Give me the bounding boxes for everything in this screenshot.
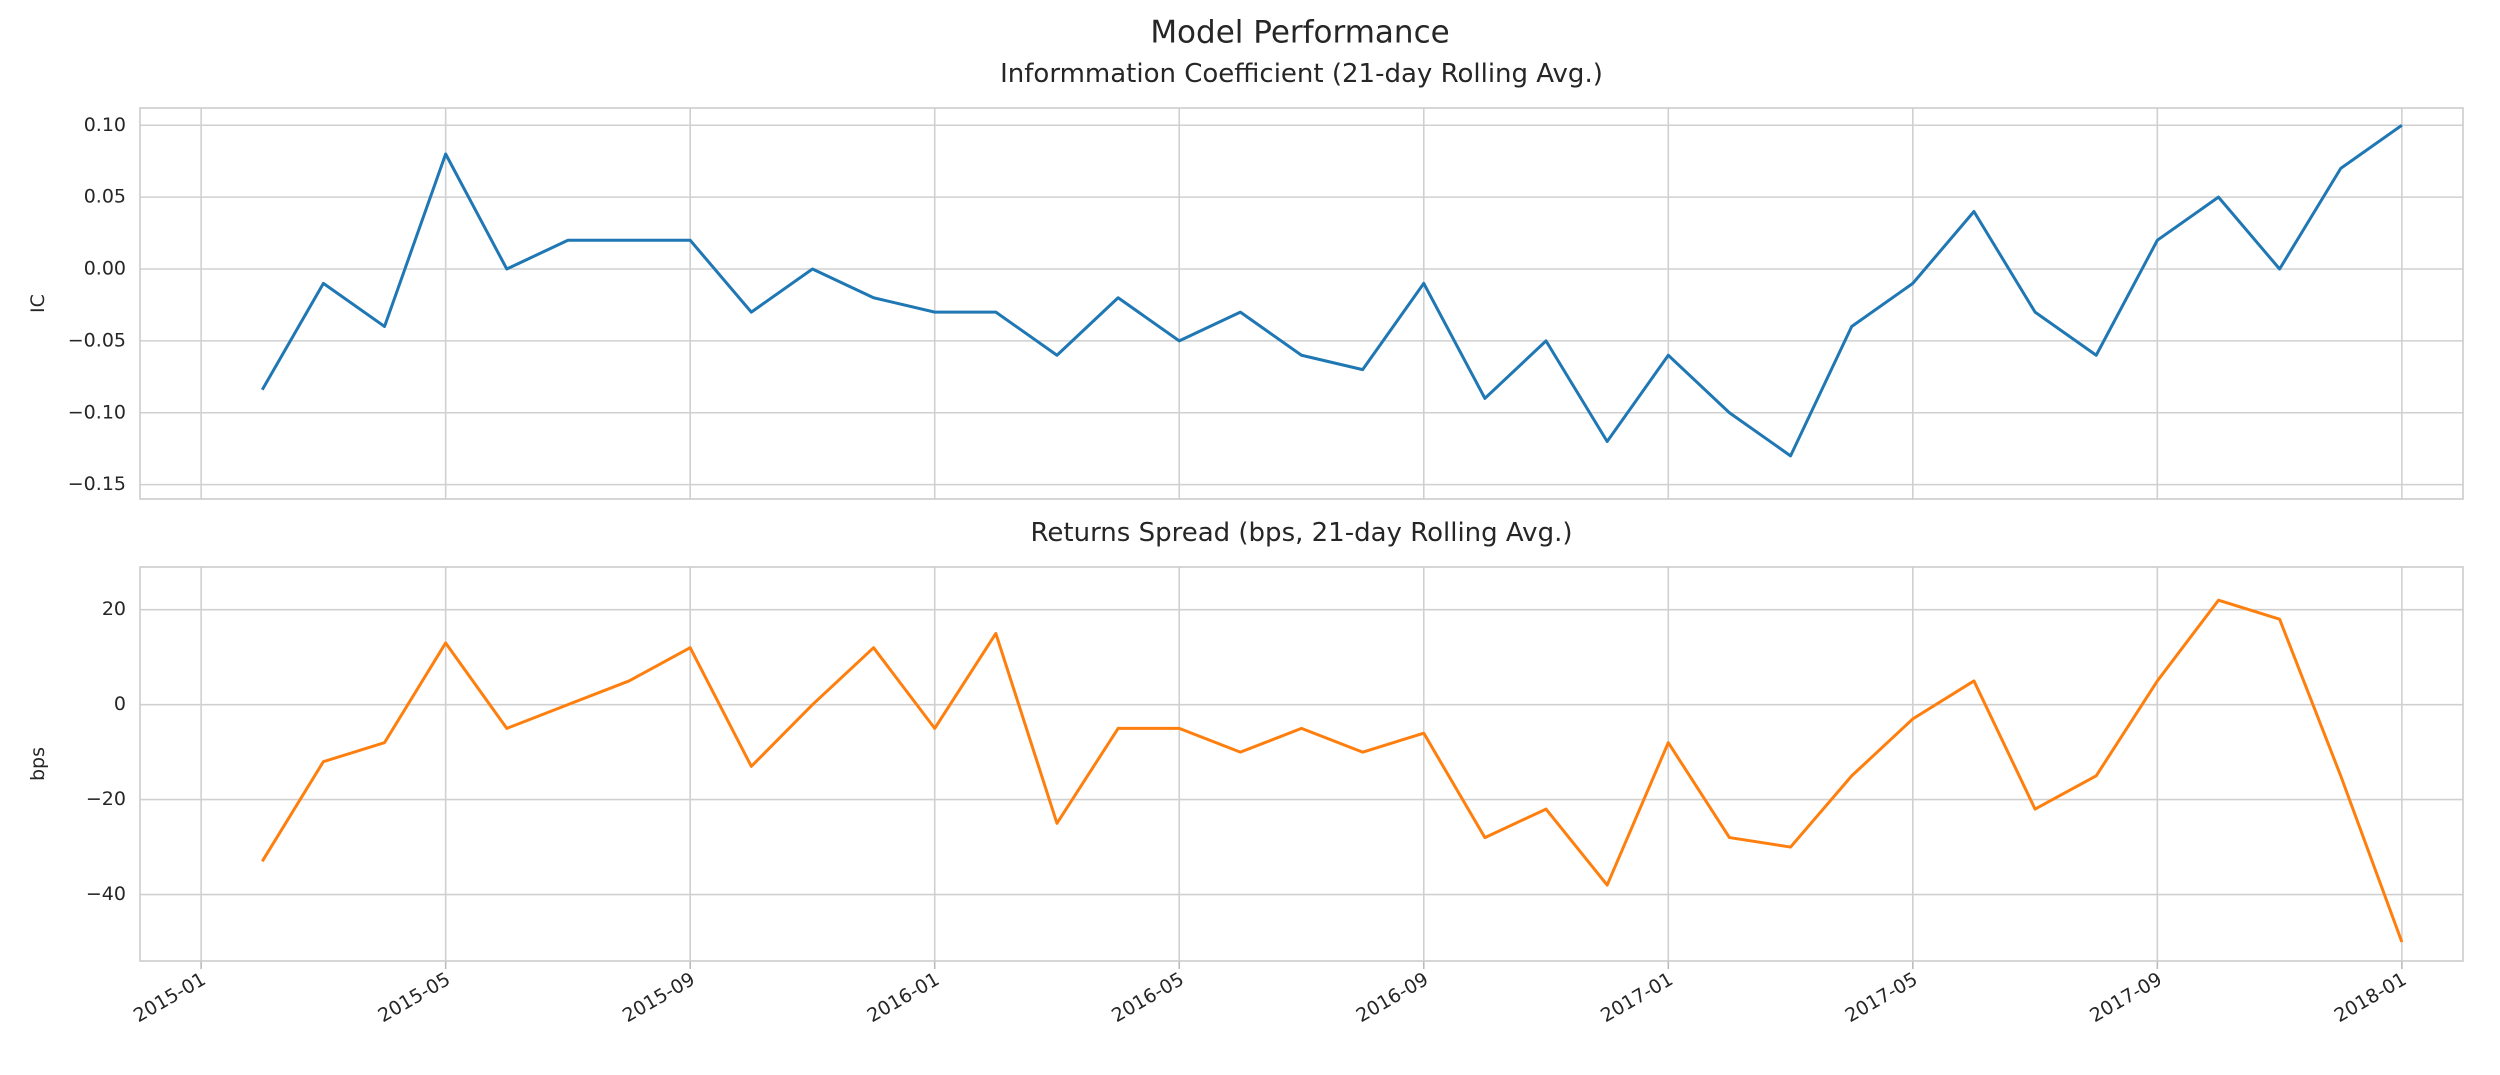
y-tick-label: 0.05: [84, 186, 126, 208]
y-tick-label: 0.10: [84, 114, 126, 136]
y-tick-label: 20: [102, 598, 126, 620]
figure-title: Model Performance: [1150, 15, 1449, 51]
subplot-title: Informmation Coefficient (21-day Rolling…: [1000, 59, 1603, 89]
y-tick-label: −0.10: [68, 401, 126, 423]
plot-frame: [139, 107, 2464, 500]
x-tick-label: 2015-01: [130, 968, 210, 1027]
y-tick-label: 0: [114, 693, 126, 715]
plot-frame: [139, 566, 2464, 962]
data-line: [260, 598, 2404, 943]
x-tick-label: 2018-01: [2331, 968, 2411, 1027]
x-tick-label: 2017-05: [1842, 968, 1922, 1027]
x-tick-label: 2015-05: [374, 968, 454, 1027]
y-tick-label: −40: [86, 883, 126, 905]
x-tick-label: 2016-05: [1108, 968, 1188, 1027]
y-tick-label: −0.15: [68, 473, 126, 495]
x-tick-label: 2015-09: [619, 968, 699, 1027]
y-tick-label: 0.00: [84, 258, 126, 280]
x-tick-label: 2016-09: [1353, 968, 1433, 1027]
y-tick-label: −20: [86, 788, 126, 810]
x-tick-label: 2017-01: [1597, 968, 1677, 1027]
data-line: [260, 124, 2403, 458]
y-axis-label: IC: [27, 294, 49, 313]
y-tick-label: −0.05: [68, 329, 126, 351]
subplot-title: Returns Spread (bps, 21-day Rolling Avg.…: [1031, 518, 1573, 548]
x-tick-label: 2017-09: [2086, 968, 2166, 1027]
x-tick-label: 2016-01: [863, 968, 943, 1027]
y-axis-label: bps: [27, 747, 49, 781]
